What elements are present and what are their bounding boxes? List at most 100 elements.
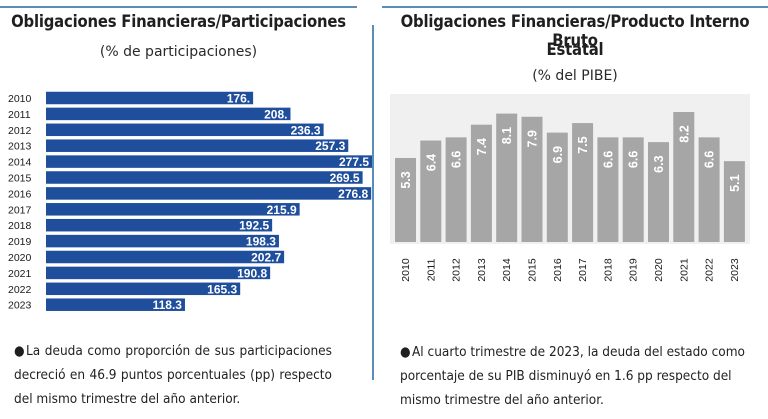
data-label: 202.7 [251,251,281,265]
year-label: 2020 [653,258,665,282]
data-label: 6.6 [601,151,615,168]
left-bar-chart: 2010 176. 2011 208. 2012 236.3 2013 257.3 2014 27… [8,91,372,312]
data-label: 7.9 [526,130,540,147]
year-label: 2020 [8,252,32,264]
data-label: 276.8 [338,187,368,201]
bar [46,123,324,137]
year-label: 2022 [704,258,716,282]
bar [46,139,349,152]
bar [46,187,372,200]
data-label: 6.6 [450,151,464,168]
panel-divider [372,25,374,380]
bar [46,91,254,105]
bar [395,157,416,242]
data-label: 6.6 [703,151,717,168]
bar [673,112,695,242]
data-label: 269.5 [330,171,360,185]
data-label: 208. [264,107,287,121]
left-note: ●La deuda como proporción de sus partici… [14,339,332,411]
bar [46,234,279,248]
data-label: 6.3 [652,155,666,172]
year-label: 2017 [577,258,589,282]
right-chart-title-line1: Obligaciones Financieras/Producto Intern… [400,12,750,50]
year-label: 2014 [501,258,513,282]
right-bar-chart: 5.3 2010 6.4 2011 6.6 2012 7.4 2013 8.1 2014 7.9 20… [390,94,750,282]
data-label: 236.3 [291,123,321,137]
bar [46,298,185,311]
right-top-rule [382,6,768,8]
plot-area [390,94,750,244]
data-label: 6.4 [424,154,438,171]
left-note-text: La deuda como proporción de sus particip… [14,343,332,407]
year-label: 2021 [8,268,32,280]
bar [723,161,745,242]
left-chart-subtitle: (% de participaciones) [99,44,258,60]
data-label: 277.5 [339,155,369,169]
bar [46,218,273,232]
year-label: 2023 [729,258,741,282]
year-label: 2018 [602,258,614,282]
right-chart-title-line2: Estatal [546,40,604,59]
year-label: 2022 [8,284,32,296]
data-label: 198.3 [246,235,276,249]
data-label: 8.2 [677,125,691,142]
bar [445,137,467,242]
year-label: 2015 [527,258,539,282]
bar [572,123,594,242]
bar [46,250,285,264]
bar [597,137,619,242]
data-label: 192.5 [239,219,269,233]
year-label: 2017 [8,204,32,216]
year-label: 2016 [552,258,564,282]
data-label: 6.6 [627,151,641,168]
data-label: 7.5 [576,136,590,153]
right-note: ●Al cuarto trimestre de 2023, la deuda d… [400,340,756,412]
bar [648,142,669,242]
bar [46,203,300,216]
bar [496,113,518,243]
data-label: 165.3 [207,282,237,296]
bar [521,116,543,242]
year-label: 2013 [8,141,32,153]
year-label: 2012 [451,258,463,282]
data-label: 257.3 [315,139,345,153]
bullet-icon: ● [400,344,411,360]
data-label: 190.8 [237,266,267,280]
bar [698,137,720,242]
data-label: 5.3 [399,171,413,188]
data-label: 8.1 [500,127,514,144]
year-label: 2016 [8,188,32,200]
year-label: 2012 [8,125,32,137]
bar [420,140,442,242]
bullet-icon: ● [14,343,25,359]
year-label: 2011 [8,109,31,121]
bar [46,266,271,280]
year-label: 2021 [678,258,690,282]
data-label: 118.3 [153,298,183,312]
year-label: 2019 [8,236,32,248]
data-label: 7.4 [475,138,489,155]
year-label: 2010 [400,258,412,282]
year-label: 2010 [8,93,32,105]
left-chart-title: Obligaciones Financieras/Participaciones [11,12,346,31]
bar [46,282,241,296]
bar [622,137,644,242]
data-label: 215.9 [267,203,297,217]
bar [470,124,492,242]
left-top-rule [0,6,357,8]
year-label: 2023 [8,300,32,312]
year-label: 2015 [8,173,32,185]
year-label: 2018 [8,220,32,232]
bar [46,171,363,184]
year-label: 2013 [476,258,488,282]
right-chart-subtitle: (% del PIBE) [532,68,618,84]
bar [46,155,372,168]
year-label: 2019 [628,258,640,282]
bar [546,132,568,242]
year-label: 2014 [8,157,32,169]
year-label: 2011 [425,259,437,282]
right-note-text: Al cuarto trimestre de 2023, la deuda de… [400,344,745,408]
data-label: 6.9 [551,146,565,163]
bar [46,107,291,121]
data-label: 5.1 [728,174,742,191]
